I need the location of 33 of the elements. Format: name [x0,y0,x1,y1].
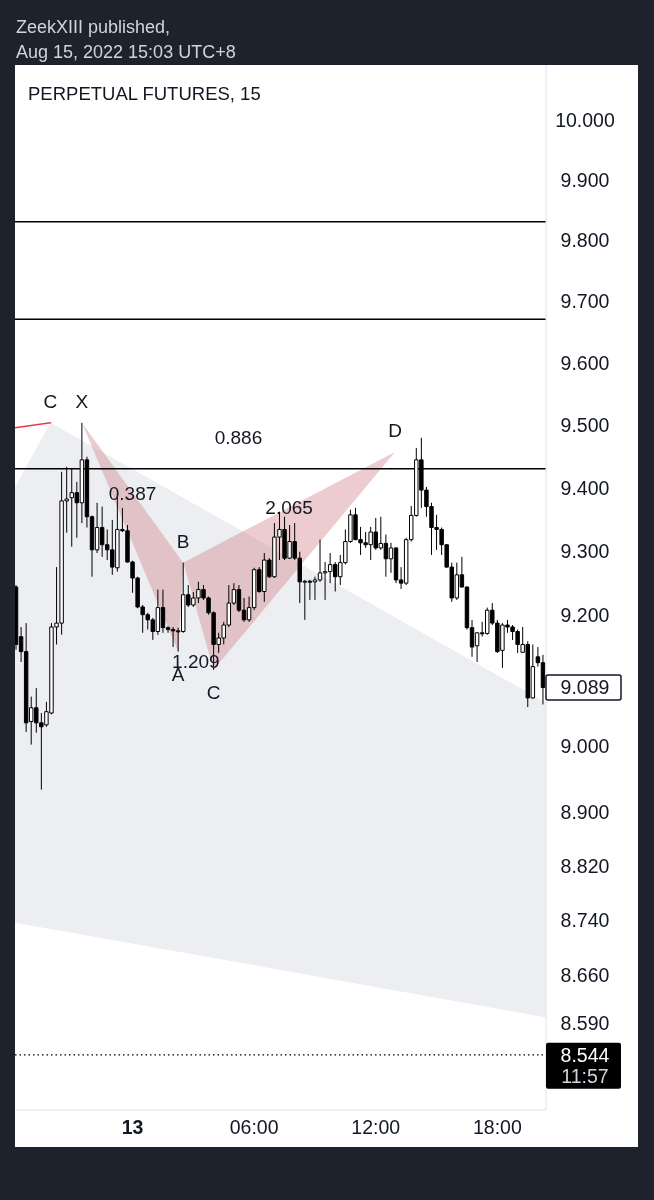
text: PERPETUAL FUTURES, 15 [28,82,261,104]
y-tick-label: 9.800 [560,229,610,252]
annotation: C [206,681,221,703]
x-tick-label: 06:00 [229,1116,279,1138]
y-tick-label: 9.600 [560,351,610,374]
y-tick-label: 9.200 [560,604,610,627]
annotation: 2.065 [265,496,313,518]
annotation: 0.886 [214,426,263,448]
y-tick-label: 9.400 [560,476,610,499]
annotation: B [176,530,190,552]
y-tick-label: 8.660 [560,963,610,986]
x-tick-label: 13 [121,1116,144,1138]
y-tick-label: 8.590 [560,1011,610,1034]
y-tick-label: 9.700 [560,289,610,312]
x-tick-label: 12:00 [351,1116,401,1138]
annotation: C [43,390,58,412]
y-tick-label: 9.500 [560,413,610,436]
text: ZeekXIII published, [16,17,171,37]
candlestick [160,589,166,634]
y-tick-label: 9.000 [560,734,610,757]
ref-line-label: 8.544 11:57 [560,1043,610,1087]
y-tick-label: 8.900 [560,801,610,824]
y-tick-label: 10.000 [555,108,615,131]
x-tick-label: 18:00 [472,1116,522,1138]
y-tick-label: 8.820 [560,854,610,877]
annotation: X [75,390,89,412]
y-tick-label: 9.900 [560,168,610,191]
text: Aug 15, 2022 15:03 UTC+8 [16,42,236,62]
annotation: D [388,419,402,441]
y-tick-label: 9.300 [560,540,610,563]
annotation: 9.089 [560,676,610,699]
y-tick-label: 8.740 [560,909,610,932]
annotation: 0.387 [108,482,157,504]
